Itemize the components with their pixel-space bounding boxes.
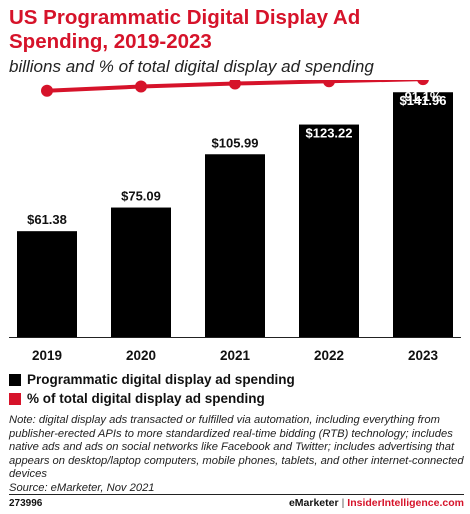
bar-label-2021: $105.99 [212,135,259,150]
chart-title: US Programmatic Digital Display Ad Spend… [9,6,361,53]
chart-id: 273996 [9,498,43,509]
source-text: Source: eMarketer, Nov 2021 [9,481,155,494]
line-layer [41,80,429,97]
share-point-2023 [417,80,429,86]
chart-note: Note: digital display ads transacted or … [9,414,464,495]
legend-label-line: % of total digital display ad spending [27,391,265,406]
x-axis-ticks: 2019 2020 2021 2022 2023 [32,348,439,363]
bar-2023 [393,92,453,337]
brand-emarketer: eMarketer [288,497,339,509]
bar-2022 [299,124,359,337]
legend-item-line: % of total digital display ad spending [9,391,265,406]
bar-2021 [205,154,265,337]
share-point-2021 [229,80,241,90]
bars-layer [17,92,453,337]
bar-2019 [17,231,77,337]
bar-label-2019: $61.38 [27,212,67,227]
footer-divider [9,494,464,495]
x-tick-2023: 2023 [408,348,439,363]
share-point-2019 [41,84,53,97]
share-point-2020 [135,80,147,93]
legend-label-bars: Programmatic digital display ad spending [27,372,295,387]
share-label-2022: 90.2% [311,91,348,106]
x-tick-2022: 2022 [314,348,344,363]
bar-label-2023: $141.96 [400,93,447,108]
x-tick-2020: 2020 [126,348,156,363]
legend-swatch-red [9,392,21,405]
bar-label-2020: $75.09 [121,189,161,204]
legend-swatch-black [9,373,21,386]
x-tick-2019: 2019 [32,348,62,363]
combo-chart: $61.38$75.09$105.99$123.22$141.9686.4%88… [9,80,461,363]
share-point-2022 [323,80,335,88]
note-text: Note: digital display ads transacted or … [9,414,464,480]
brand-insider-intelligence: InsiderIntelligence.com [347,497,464,509]
labels-layer: $61.38$75.09$105.99$123.22$141.9686.4%88… [27,80,446,227]
legend-item-bars: Programmatic digital display ad spending [9,372,295,387]
bar-2020 [111,207,171,337]
footer-brand: eMarketer | InsiderIntelligence.com [289,497,464,509]
share-label-2019: 86.4% [29,80,66,82]
chart-subtitle: billions and % of total digital display … [9,57,374,76]
share-label-2023: 91.1% [405,89,442,104]
brand-separator: | [341,497,345,509]
bar-label-2022: $123.22 [306,126,353,141]
x-tick-2021: 2021 [220,348,251,363]
